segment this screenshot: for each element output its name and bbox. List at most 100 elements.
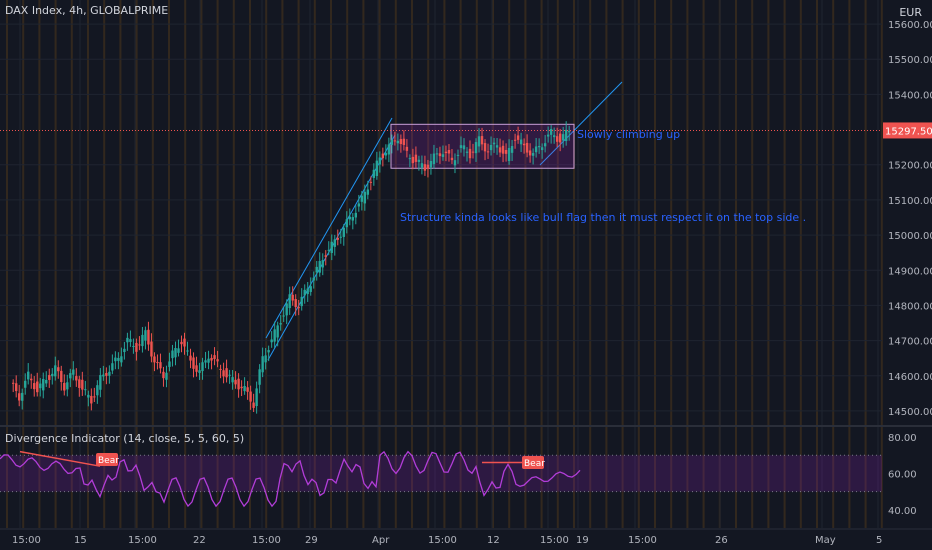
candle-body <box>534 146 538 153</box>
candle-body <box>156 362 159 364</box>
candle-body <box>435 153 439 155</box>
candle-body <box>201 362 204 372</box>
candle-body <box>327 249 330 251</box>
indicator-label: Divergence Indicator (14, close, 5, 5, 6… <box>5 432 245 445</box>
candle-body <box>291 294 294 301</box>
candle-body <box>111 363 114 371</box>
candle-body <box>411 156 415 164</box>
session-stripe <box>637 0 640 528</box>
candle-body <box>381 153 385 159</box>
price-tick: 15500.00 <box>888 55 932 66</box>
indicator-band <box>0 455 882 492</box>
candle-body <box>474 142 478 154</box>
candle-body <box>519 139 523 145</box>
candle-body <box>120 356 123 363</box>
candle-body <box>228 374 231 376</box>
session-stripe <box>751 0 754 528</box>
session-stripe <box>524 0 527 528</box>
candle-body <box>315 266 318 273</box>
candle-body <box>432 153 436 165</box>
candle-body <box>279 323 282 325</box>
candle-body <box>237 378 240 390</box>
candle-body <box>426 164 430 169</box>
candle-body <box>492 142 496 145</box>
candle-body <box>438 153 442 157</box>
candle-body <box>21 392 24 401</box>
candle-body <box>171 350 174 359</box>
price-tick: 14700.00 <box>888 337 932 348</box>
candle-body <box>255 388 258 407</box>
candle-body <box>48 375 51 380</box>
candle-body <box>93 396 96 398</box>
time-tick: Apr <box>372 535 390 546</box>
candle-body <box>354 212 358 218</box>
candle-body <box>360 195 364 202</box>
bear-label: Bear <box>98 456 119 466</box>
candle-body <box>297 307 300 309</box>
candle-body <box>276 325 279 338</box>
session-stripe <box>281 0 284 528</box>
candle-body <box>153 356 156 363</box>
candle-body <box>456 154 460 156</box>
candle-body <box>429 160 433 168</box>
candle-body <box>489 144 493 151</box>
candle-body <box>330 241 333 253</box>
candle-body <box>126 337 129 343</box>
session-stripe <box>540 0 543 528</box>
candle-body <box>525 142 529 153</box>
session-stripe <box>573 0 575 528</box>
session-stripe <box>411 0 413 528</box>
candle-body <box>288 294 291 309</box>
candle-body <box>192 357 195 369</box>
session-stripe <box>735 0 737 528</box>
candle-body <box>522 143 526 146</box>
session-stripe <box>799 0 802 528</box>
candle-body <box>18 393 21 401</box>
candle-body <box>510 146 514 153</box>
candle-body <box>324 255 327 257</box>
candle-body <box>486 151 490 153</box>
time-tick: 22 <box>193 535 206 546</box>
candle-body <box>405 146 409 151</box>
candle-body <box>195 365 198 372</box>
indicator-line <box>0 450 581 508</box>
candle-body <box>129 339 132 342</box>
candle-body <box>246 387 249 392</box>
candle-body <box>87 394 90 398</box>
candle-body <box>339 236 342 238</box>
bear-badge <box>522 456 544 469</box>
time-tick: 19 <box>576 535 589 546</box>
candle-body <box>345 219 348 228</box>
candle-body <box>180 341 183 345</box>
candle-body <box>417 159 421 162</box>
candle-body <box>198 370 201 373</box>
candle-body <box>138 344 141 346</box>
candle-body <box>333 239 336 247</box>
indicator-tick: 60.00 <box>888 469 917 480</box>
candle-body <box>447 150 451 154</box>
candle-body <box>552 135 556 138</box>
candle-body <box>24 380 27 388</box>
session-stripe <box>459 0 462 528</box>
candle-body <box>390 139 394 145</box>
candle-body <box>84 389 87 391</box>
candle-body <box>69 373 72 379</box>
candle-body <box>537 146 541 148</box>
candle-body <box>39 383 42 389</box>
symbol-title: DAX Index, 4h, GLOBALPRIME <box>5 4 169 17</box>
candle-body <box>450 157 454 161</box>
candle-body <box>507 147 511 162</box>
session-stripe <box>232 0 235 528</box>
candle-body <box>495 145 499 148</box>
session-stripe <box>265 0 268 528</box>
session-stripe <box>880 0 883 528</box>
currency-label: EUR <box>899 6 922 19</box>
time-tick: 15:00 <box>252 535 281 546</box>
candle-body <box>30 378 33 381</box>
candle-body <box>420 163 424 168</box>
candle-body <box>102 374 105 377</box>
candle-body <box>54 365 57 377</box>
time-tick: 29 <box>305 535 318 546</box>
session-stripe <box>168 0 170 528</box>
